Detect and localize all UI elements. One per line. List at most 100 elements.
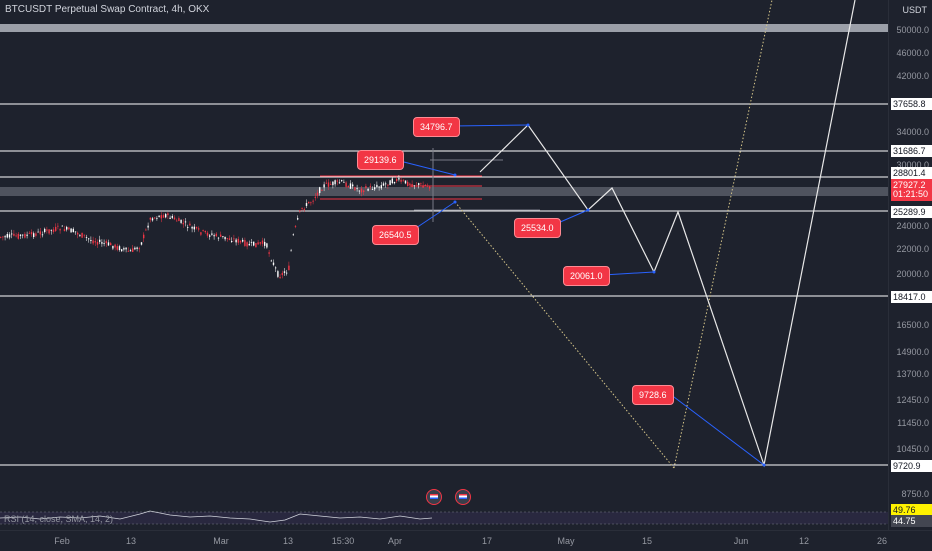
time-tick: May — [557, 536, 575, 546]
price-tick: 10450.0 — [896, 444, 929, 454]
callout-25534[interactable]: 25534.0 — [514, 218, 561, 238]
candle — [8, 234, 11, 238]
candle — [30, 232, 33, 235]
price-tick: 46000.0 — [896, 48, 929, 58]
price-tick: 12450.0 — [896, 395, 929, 405]
rsi-ma-value-label: 44.75 — [891, 515, 932, 527]
candle — [242, 239, 244, 242]
candle — [96, 241, 99, 245]
projection-path — [479, 0, 856, 468]
candle — [178, 218, 180, 222]
candle — [35, 233, 37, 236]
candle — [391, 178, 393, 184]
time-tick: 26 — [876, 536, 888, 546]
candle — [191, 226, 193, 229]
price-axis[interactable]: USDT 50000.0 46000.0 42000.0 34000.0 300… — [888, 0, 932, 530]
candle — [215, 233, 217, 237]
candle — [171, 216, 173, 218]
candle — [121, 249, 123, 252]
candle — [396, 179, 398, 181]
candle — [66, 226, 68, 230]
candle — [418, 183, 420, 185]
time-axis[interactable]: Feb 13 Mar 13 15:30 Apr 17 May 15 Jun 12… — [0, 530, 932, 551]
candle — [321, 189, 323, 191]
candle — [209, 235, 211, 237]
candle — [312, 200, 314, 202]
rsi-indicator-label[interactable]: RSI (14, close, SMA, 14, 2) — [4, 514, 114, 524]
candle — [123, 248, 125, 250]
candle — [167, 213, 169, 216]
resistance-band — [0, 24, 888, 32]
candle — [314, 196, 316, 198]
candle — [283, 271, 286, 273]
level-label: 25289.9 — [891, 206, 932, 218]
candle — [33, 233, 35, 238]
candle — [13, 233, 15, 236]
candle — [413, 185, 415, 187]
candle — [198, 228, 200, 230]
candle — [286, 272, 288, 274]
candle — [103, 243, 105, 244]
candle — [424, 184, 426, 186]
candle — [257, 242, 259, 245]
candle — [299, 210, 301, 212]
candle — [374, 187, 376, 190]
candle — [387, 184, 389, 186]
price-tick: 11450.0 — [897, 418, 929, 428]
candle — [365, 186, 367, 189]
candle — [224, 236, 226, 240]
candle — [187, 227, 189, 228]
candle — [360, 188, 363, 193]
candle — [316, 192, 319, 196]
callout-9728[interactable]: 9728.6 — [632, 385, 674, 405]
level-label: 37658.8 — [891, 98, 932, 110]
candle — [26, 234, 28, 236]
candle — [264, 241, 266, 246]
candle — [37, 231, 39, 233]
candle — [136, 247, 138, 249]
candle — [404, 180, 407, 184]
candle — [420, 183, 422, 185]
candle — [358, 190, 360, 192]
candle — [288, 265, 290, 271]
candle — [297, 218, 299, 220]
candle — [213, 235, 215, 237]
candle — [200, 232, 202, 235]
candle — [2, 236, 4, 238]
candle — [162, 215, 165, 218]
candle — [369, 185, 371, 187]
us-flag-event-icon[interactable] — [455, 489, 471, 505]
callout-20061[interactable]: 20061.0 — [563, 266, 610, 286]
candle — [6, 234, 8, 238]
callout-26540[interactable]: 26540.5 — [372, 225, 419, 245]
candle — [134, 247, 136, 250]
price-tick: 22000.0 — [896, 244, 929, 254]
candle — [380, 185, 382, 189]
callout-29139[interactable]: 29139.6 — [357, 150, 404, 170]
candle — [371, 189, 374, 190]
candle — [195, 226, 198, 229]
candle — [356, 188, 358, 189]
candle — [22, 234, 24, 236]
us-flag-event-icon[interactable] — [426, 489, 442, 505]
candle — [94, 241, 96, 243]
candle — [259, 242, 261, 244]
candle — [272, 262, 275, 265]
candle — [4, 236, 6, 238]
candle — [156, 218, 158, 220]
dotted-projection — [673, 0, 773, 469]
callout-34796[interactable]: 34796.7 — [413, 117, 460, 137]
price-chart[interactable] — [0, 0, 888, 530]
candle — [290, 250, 292, 252]
candle — [85, 237, 88, 238]
candle — [233, 238, 235, 240]
candle — [72, 228, 74, 233]
rsi-value-label: 49.76 — [891, 504, 932, 516]
candle — [154, 217, 156, 219]
candle — [92, 240, 94, 244]
price-tick: 14900.0 — [896, 347, 929, 357]
candle — [211, 233, 213, 235]
candle — [182, 222, 184, 225]
candle — [169, 217, 171, 219]
time-tick: 17 — [481, 536, 493, 546]
